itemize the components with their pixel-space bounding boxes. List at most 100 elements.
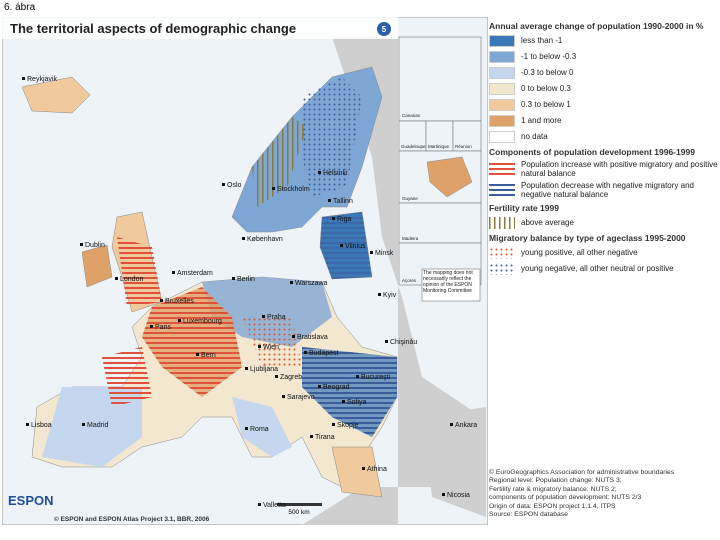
city-marker — [378, 293, 381, 296]
norway-fertility — [252, 117, 307, 207]
source-note: Origin of data: ESPON project 1.1.4, ITP… — [489, 502, 616, 510]
title-bg — [2, 17, 398, 39]
legend-item: 1 and more — [489, 114, 718, 127]
legend-label: Population increase with positive migrat… — [521, 160, 718, 178]
city-label: Ljubljana — [250, 366, 278, 373]
city-marker — [82, 423, 85, 426]
city-marker — [275, 375, 278, 378]
city-label: Bern — [201, 352, 216, 359]
scandinavia-dots — [302, 77, 362, 197]
city-marker — [342, 400, 345, 403]
city-label: Riga — [337, 216, 352, 223]
swatch — [489, 130, 515, 143]
italy — [232, 397, 292, 457]
city-label: Praha — [267, 314, 286, 321]
city-marker — [332, 423, 335, 426]
greece — [331, 446, 383, 498]
city-marker — [318, 171, 321, 174]
city-label: Bruxelles — [165, 298, 194, 305]
city-marker — [362, 467, 365, 470]
city-marker — [245, 367, 248, 370]
logo: ESPON — [8, 493, 54, 508]
inset-madeira — [398, 202, 482, 244]
legend-swatch — [489, 98, 515, 111]
guyane-shape — [426, 156, 473, 198]
scale-label: 500 km — [288, 509, 309, 516]
city-label: Minsk — [375, 250, 394, 257]
legend-swatch — [489, 114, 515, 127]
city-label: Berlin — [237, 276, 255, 283]
legend-item: no data — [489, 130, 718, 143]
city-label: Reykjavik — [27, 76, 57, 83]
city-marker — [272, 187, 275, 190]
legend-item: above average — [489, 216, 718, 229]
city-marker — [332, 217, 335, 220]
city-label: Vilnius — [345, 243, 366, 250]
iceland — [21, 76, 91, 114]
credit: © ESPON and ESPON Atlas Project 3.1, BBR… — [54, 515, 210, 523]
city-label: Stockholm — [277, 186, 310, 193]
city-label: Athina — [367, 466, 387, 473]
legend-item: Population decrease with negative migrat… — [489, 181, 718, 199]
source-note: © EuroGeographics Association for admini… — [489, 469, 675, 476]
legend-label: -1 to below -0.3 — [521, 52, 577, 61]
legend-item: -0.3 to below 0 — [489, 66, 718, 79]
city-label: Tallinn — [333, 198, 353, 205]
city-label: Budapest — [309, 350, 339, 357]
inset-canarias — [398, 36, 482, 122]
city-labels: Reykjavik Oslo Stockholm Helsinki Tallinn Rig… — [22, 76, 477, 509]
city-marker — [370, 251, 373, 254]
legend-item: -1 to below -0.3 — [489, 50, 718, 63]
inset-label: Guyane — [402, 196, 418, 201]
swatch — [489, 246, 515, 259]
swatch — [489, 184, 515, 196]
disclaimer-fo: The mapping does not necessarily reflect… — [423, 270, 473, 294]
legend-swatch — [489, 34, 515, 47]
city-label: Beograd — [323, 384, 350, 391]
city-marker — [310, 435, 313, 438]
france-hatch — [142, 287, 242, 397]
city-marker — [245, 427, 248, 430]
city-label: Roma — [250, 426, 269, 433]
city-marker — [442, 493, 445, 496]
dots-red — [242, 317, 302, 367]
city-label: Amsterdam — [177, 270, 213, 277]
legend-label: above average — [521, 218, 574, 227]
legend-label: less than -1 — [521, 36, 563, 45]
city-marker — [80, 243, 83, 246]
south-east-hatch — [302, 347, 397, 437]
title: The territorial aspects of demographic c… — [10, 21, 296, 36]
legend-item: Population increase with positive migrat… — [489, 160, 718, 178]
disclaimer-box — [421, 268, 481, 302]
city-marker — [356, 375, 359, 378]
outside-land — [302, 37, 482, 525]
city-label: København — [247, 236, 283, 243]
legend-label: 0.3 to below 1 — [521, 100, 571, 109]
city-marker — [328, 199, 331, 202]
city-marker — [282, 395, 285, 398]
source-note: Fertility rate & migratory balance: NUTS… — [489, 485, 617, 493]
city-label: Sofiya — [347, 399, 367, 406]
city-marker — [172, 271, 175, 274]
legend-swatch — [489, 50, 515, 63]
legend-title: Fertility rate 1999 — [489, 203, 559, 213]
inset-labels: Canarias Guadeloupe Martinique Réunion Guyan… — [401, 113, 472, 283]
city-label: Oslo — [227, 182, 242, 189]
legend-swatch — [489, 82, 515, 95]
city-marker — [450, 423, 453, 426]
number-badge — [377, 22, 391, 36]
city-label: Chişinău — [390, 339, 417, 346]
city-label: Valletta — [263, 502, 286, 509]
city-label: Dublin — [85, 242, 105, 249]
source-note: Regional level: Population change: NUTS … — [489, 477, 622, 485]
city-marker — [318, 385, 321, 388]
legend-label: -0.3 to below 0 — [521, 68, 574, 77]
city-label: Madrid — [87, 422, 109, 429]
city-marker — [385, 340, 388, 343]
source-notes: © EuroGeographics Association for admini… — [489, 469, 674, 519]
city-label: London — [120, 276, 143, 283]
inset-label: Madeira — [402, 236, 419, 241]
city-marker — [22, 77, 25, 80]
legend-label: 0 to below 0.3 — [521, 84, 571, 93]
